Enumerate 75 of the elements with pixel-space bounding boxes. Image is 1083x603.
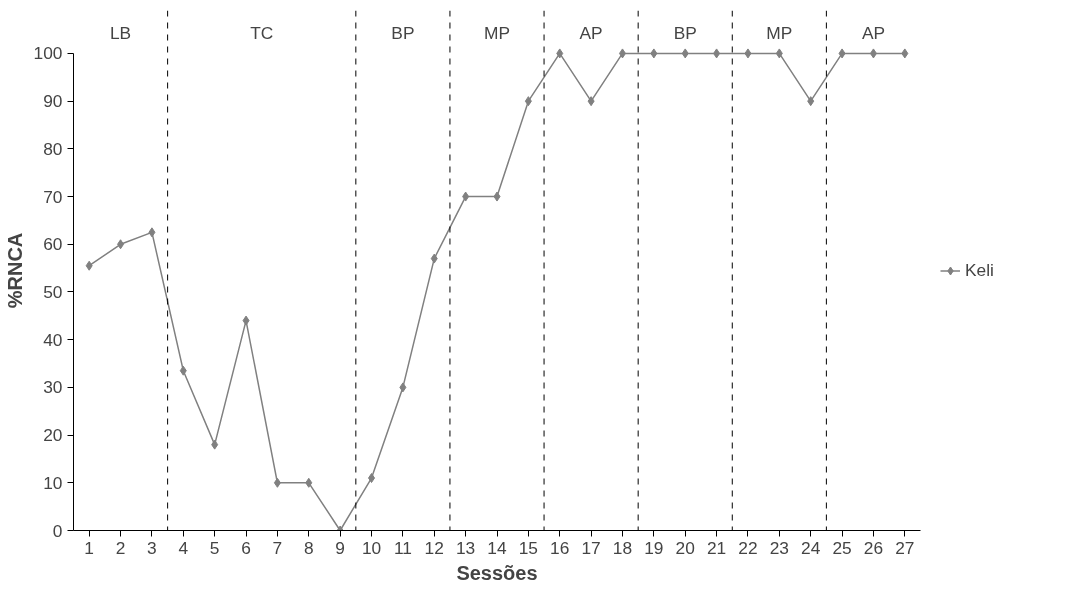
y-tick-label: 90 xyxy=(43,91,63,112)
text: BP xyxy=(391,23,415,44)
x-tick-label: 2 xyxy=(115,537,126,558)
point xyxy=(775,48,783,59)
x-tick-label: 5 xyxy=(209,537,220,558)
point xyxy=(587,96,595,107)
point xyxy=(305,477,313,488)
text: AP xyxy=(861,23,886,44)
x-tick-label: 3 xyxy=(147,537,157,558)
text: MP xyxy=(484,23,510,44)
y-tick-label: 20 xyxy=(43,425,63,446)
y-tick-label: 0 xyxy=(52,520,63,541)
x-tick-label: 8 xyxy=(303,537,314,558)
point xyxy=(430,253,438,264)
point xyxy=(273,477,281,488)
y-tick-label: 40 xyxy=(43,329,63,350)
x-tick-label: 19 xyxy=(644,537,664,558)
y-tick-label: 10 xyxy=(43,472,63,493)
point xyxy=(211,439,219,450)
point xyxy=(713,48,721,59)
x-tick-label: 12 xyxy=(424,537,444,558)
x-tick-label: 4 xyxy=(178,537,189,558)
x-axis-title: Sessões xyxy=(456,561,538,584)
x-tick-label: 18 xyxy=(612,537,633,558)
text: AP xyxy=(579,23,603,44)
y-tick-label: 60 xyxy=(43,234,63,255)
x-tick-label: 13 xyxy=(455,537,476,558)
x-tick-label: 21 xyxy=(706,537,727,558)
x-tick-label: 9 xyxy=(335,537,345,558)
x-tick-label: 22 xyxy=(738,537,758,558)
y-tick-label: 100 xyxy=(33,43,63,64)
point xyxy=(368,473,376,484)
point xyxy=(117,239,125,250)
x-tick-label: 17 xyxy=(581,537,601,558)
x-tick-label: 10 xyxy=(361,537,382,558)
y-tick-label: 80 xyxy=(43,138,63,159)
point xyxy=(524,96,532,107)
legend-label: Keli xyxy=(965,259,994,281)
point xyxy=(179,365,187,376)
x-tick-label: 7 xyxy=(272,537,283,558)
point xyxy=(493,191,501,202)
x-tick-label: 26 xyxy=(863,537,884,558)
x-tick-label: 6 xyxy=(241,537,251,558)
y-tick-label: 70 xyxy=(43,186,63,207)
x-tick-label: 11 xyxy=(393,537,412,558)
point xyxy=(85,260,93,271)
point xyxy=(838,48,846,59)
point xyxy=(650,48,658,59)
x-tick-label: 25 xyxy=(832,537,852,558)
point xyxy=(242,315,250,326)
point xyxy=(807,96,815,107)
x-tick-label: 27 xyxy=(895,537,915,558)
text: LB xyxy=(109,23,132,44)
text: MP xyxy=(766,23,793,44)
x-tick-label: 20 xyxy=(675,537,695,558)
x-tick-label: 1 xyxy=(84,537,95,558)
x-tick-label: 24 xyxy=(801,537,821,558)
x-tick-label: 16 xyxy=(550,537,570,558)
text: BP xyxy=(673,23,697,44)
point xyxy=(399,382,407,393)
point xyxy=(618,48,626,59)
y-axis-title: %RNCA xyxy=(3,232,26,309)
point xyxy=(681,48,689,59)
text: TC xyxy=(250,23,274,44)
point xyxy=(148,227,156,238)
point xyxy=(901,48,909,59)
point xyxy=(462,191,470,202)
x-tick-label: 15 xyxy=(518,537,539,558)
point xyxy=(744,48,752,59)
x-tick-label: 23 xyxy=(769,537,789,558)
x-tick-label: 14 xyxy=(487,537,507,558)
point xyxy=(556,48,564,59)
y-tick-label: 50 xyxy=(43,281,63,302)
y-tick-label: 30 xyxy=(43,377,63,398)
point xyxy=(869,48,877,59)
